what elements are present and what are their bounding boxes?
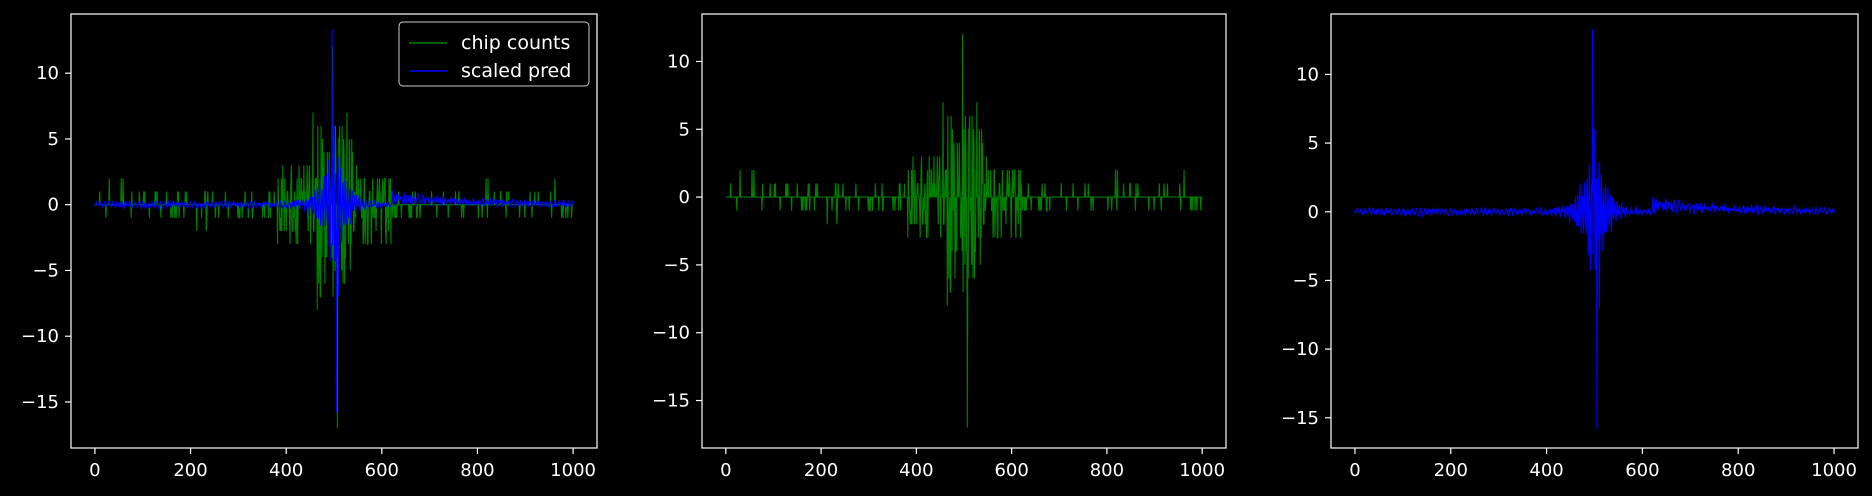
y-tick-label: 10 bbox=[36, 63, 59, 84]
x-tick-label: 1000 bbox=[550, 460, 596, 481]
y-tick-label: −10 bbox=[21, 326, 59, 347]
x-tick-label: 200 bbox=[804, 460, 838, 481]
x-tick-label: 0 bbox=[1349, 460, 1360, 481]
y-tick-label: −15 bbox=[21, 392, 59, 413]
x-tick-label: 800 bbox=[1721, 460, 1755, 481]
x-tick-label: 400 bbox=[269, 460, 303, 481]
x-tick-label: 1000 bbox=[1179, 460, 1225, 481]
x-tick-label: 600 bbox=[994, 460, 1028, 481]
y-tick-label: 0 bbox=[1308, 202, 1319, 223]
left-panel: 0 200 400 600 800 1000 −15 −10 −5 0 5 10 chip counts… bbox=[21, 13, 598, 481]
legend: chip counts scaled pred bbox=[398, 21, 590, 87]
middle-panel: 0 200 400 600 800 1000 −15 −10 −5 0 5 10 bbox=[652, 13, 1227, 481]
y-tick-label: 5 bbox=[1308, 133, 1319, 154]
x-tick-label: 400 bbox=[1529, 460, 1563, 481]
y-tick-label: −5 bbox=[1292, 270, 1319, 291]
plot-frame bbox=[1330, 13, 1859, 449]
y-tick-label: −10 bbox=[652, 323, 690, 344]
y-tick-label: −5 bbox=[663, 255, 690, 276]
y-tick-label: −15 bbox=[652, 391, 690, 412]
x-tick-label: 600 bbox=[1625, 460, 1659, 481]
plot-frame bbox=[701, 13, 1227, 449]
y-tick-label: −10 bbox=[1281, 339, 1319, 360]
x-tick-label: 200 bbox=[173, 460, 207, 481]
legend-box bbox=[398, 21, 590, 87]
series-line-pred bbox=[1354, 29, 1835, 429]
x-tick-label: 800 bbox=[1090, 460, 1124, 481]
y-tick-label: 0 bbox=[679, 187, 690, 208]
x-tick-label: 0 bbox=[89, 460, 100, 481]
legend-label: scaled pred bbox=[461, 60, 571, 82]
y-tick-label: 5 bbox=[48, 129, 59, 150]
x-tick-label: 1000 bbox=[1811, 460, 1857, 481]
y-tick-label: −15 bbox=[1281, 408, 1319, 429]
series-line-counts bbox=[725, 34, 1203, 428]
y-tick-label: 5 bbox=[679, 119, 690, 140]
x-tick-label: 200 bbox=[1434, 460, 1468, 481]
x-tick-label: 0 bbox=[720, 460, 731, 481]
plot-frame bbox=[70, 13, 598, 449]
x-tick-label: 400 bbox=[899, 460, 933, 481]
y-tick-label: 0 bbox=[48, 195, 59, 216]
y-tick-label: 10 bbox=[1296, 64, 1319, 85]
series-line-pred bbox=[94, 29, 574, 413]
right-panel: 0 200 400 600 800 1000 −15 −10 −5 0 5 10 bbox=[1281, 13, 1859, 481]
x-tick-label: 600 bbox=[365, 460, 399, 481]
legend-label: chip counts bbox=[461, 32, 570, 54]
y-tick-label: −5 bbox=[32, 260, 59, 281]
y-tick-label: 10 bbox=[667, 51, 690, 72]
x-tick-label: 800 bbox=[460, 460, 494, 481]
